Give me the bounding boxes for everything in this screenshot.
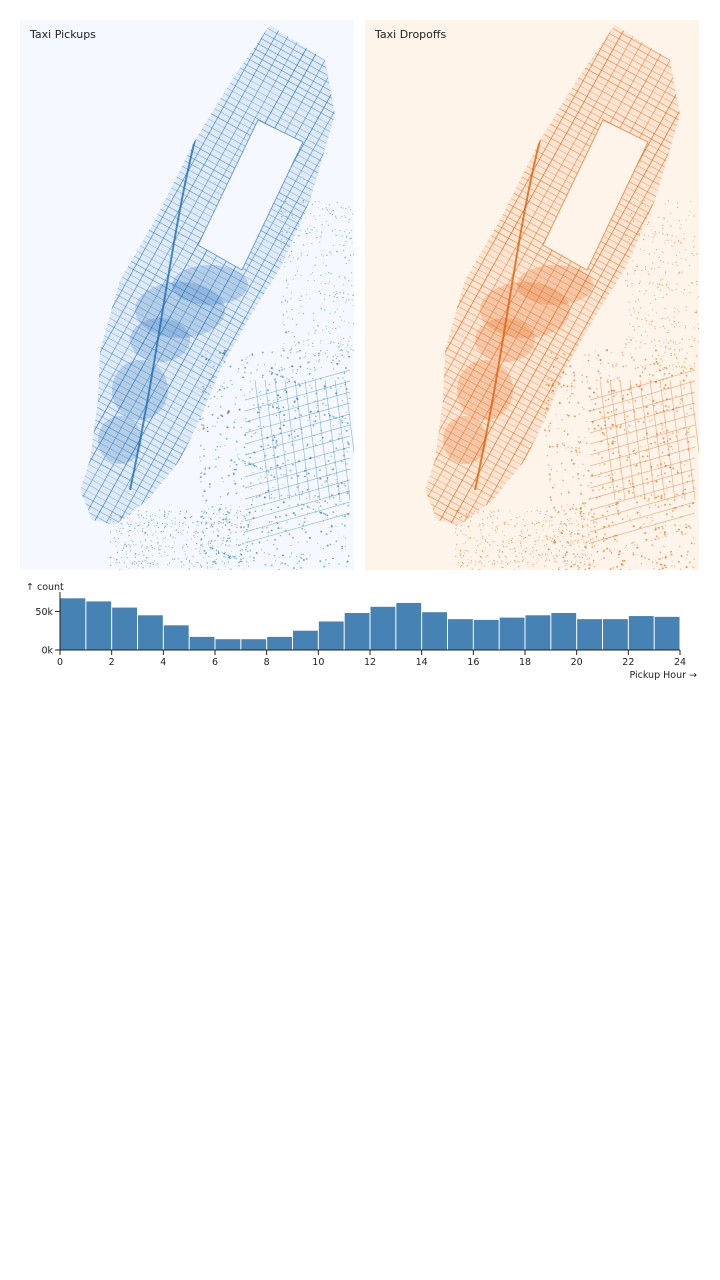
x-tick-label: 8 (264, 657, 270, 668)
x-tick-label: 2 (109, 657, 115, 668)
histogram-bar (448, 619, 473, 650)
x-tick-label: 10 (312, 657, 324, 668)
histogram-bar (318, 621, 344, 650)
x-tick-label: 14 (416, 657, 428, 668)
pickups-density-map (20, 20, 354, 570)
x-tick-label: 22 (622, 657, 634, 668)
histogram-bar (60, 598, 86, 650)
dropoffs-map-title: Taxi Dropoffs (375, 28, 447, 41)
histogram-bar (344, 612, 370, 650)
x-axis: 0 2 4 6 8 10 12 14 16 18 20 22 24 (57, 649, 686, 668)
dropoffs-density-map (365, 20, 699, 570)
histogram-bar (215, 639, 241, 650)
x-tick-label: 0 (57, 657, 63, 668)
x-tick-label: 6 (212, 657, 218, 668)
histogram-bar (525, 615, 551, 650)
y-axis: 0k 50k (35, 592, 61, 657)
histogram-bar (293, 630, 318, 650)
histogram-bar (396, 602, 422, 650)
x-tick-label: 20 (571, 657, 583, 668)
histogram-bars (60, 598, 680, 650)
histogram-bar (189, 636, 215, 650)
pickups-map-title: Taxi Pickups (30, 28, 96, 41)
histogram-bar (473, 619, 499, 650)
x-axis-label: Pickup Hour → (629, 670, 697, 681)
pickups-map-panel: Taxi Pickups (20, 20, 354, 570)
x-tick-label: 18 (519, 657, 531, 668)
y-tick-label: 0k (41, 646, 53, 657)
x-tick-label: 12 (364, 657, 376, 668)
histogram-bar (499, 617, 525, 650)
histogram-bar (628, 616, 654, 650)
histogram-bar (241, 639, 267, 650)
x-tick-label: 24 (674, 657, 686, 668)
histogram-bar (603, 619, 628, 650)
histogram-bar (138, 615, 163, 650)
histogram-bar (654, 616, 680, 650)
histogram-bar (422, 612, 447, 650)
histogram-bar (267, 636, 292, 650)
histogram-bar (163, 625, 189, 650)
dropoffs-map-panel: Taxi Dropoffs (365, 20, 699, 570)
histogram-bar (86, 601, 112, 650)
x-tick-label: 4 (160, 657, 166, 668)
histogram-bar (577, 619, 602, 650)
histogram-bar (112, 607, 137, 650)
histogram-bar (370, 606, 396, 650)
histogram-bar (551, 612, 577, 650)
x-tick-label: 16 (467, 657, 479, 668)
y-tick-label: 50k (35, 607, 53, 618)
y-axis-label: ↑ count (26, 582, 64, 593)
